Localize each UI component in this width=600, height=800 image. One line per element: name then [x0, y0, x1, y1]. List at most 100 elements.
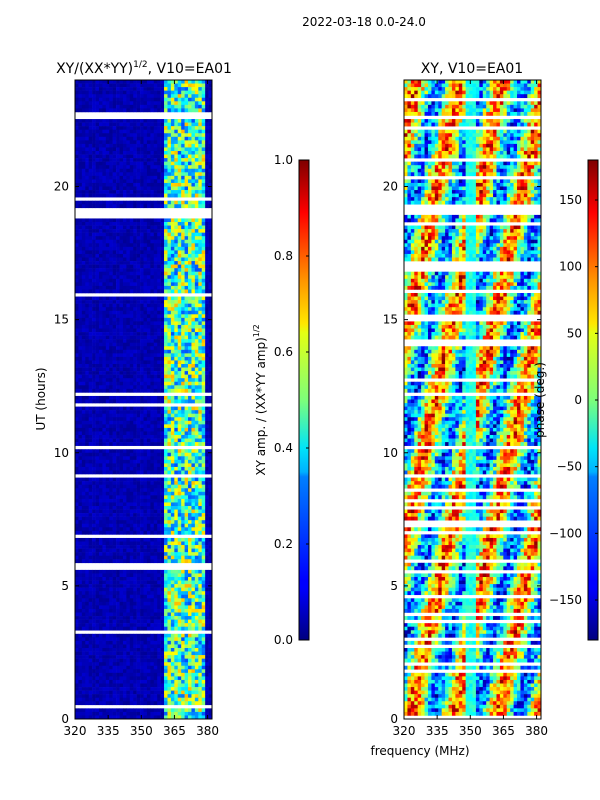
heatmap-cell [122, 420, 127, 425]
heatmap-cell [164, 186, 168, 191]
heatmap-cell [198, 395, 203, 400]
heatmap-cell [167, 136, 172, 141]
heatmap-cell [136, 491, 141, 496]
heatmap-cell [174, 491, 179, 496]
heatmap-cell [146, 104, 151, 109]
heatmap-cell [98, 222, 103, 226]
heatmap-cell [174, 459, 179, 464]
heatmap-cell [143, 470, 148, 475]
heatmap-cell [126, 200, 131, 205]
heatmap-cell [85, 413, 89, 418]
heatmap-cell [160, 119, 165, 123]
heatmap-cell [205, 456, 209, 461]
heatmap-cell [81, 175, 86, 180]
heatmap-cell [164, 449, 168, 454]
heatmap-cell [205, 406, 209, 411]
heatmap-cell [191, 449, 196, 454]
heatmap-cell [150, 491, 155, 496]
heatmap-cell [122, 133, 127, 138]
heatmap-cell [92, 239, 96, 244]
heatmap-cell [92, 229, 96, 233]
heatmap-cell [119, 126, 124, 130]
heatmap-cell [75, 328, 79, 333]
heatmap-cell [208, 83, 213, 88]
heatmap-cell [188, 374, 192, 379]
heatmap-cell [188, 420, 192, 425]
heatmap-cell [177, 495, 182, 500]
heatmap-cell [208, 555, 213, 560]
heatmap-cell [140, 204, 144, 209]
heatmap-cell [153, 488, 158, 493]
heatmap-cell [136, 328, 141, 333]
heatmap-cell [98, 356, 103, 361]
heatmap-cell [75, 339, 79, 343]
heatmap-cell [112, 261, 117, 265]
heatmap-cell [205, 204, 209, 209]
heatmap-cell [81, 126, 86, 130]
heatmap-cell [136, 143, 141, 148]
heatmap-cell [98, 367, 103, 372]
heatmap-cell [88, 381, 93, 386]
heatmap-cell [122, 236, 127, 241]
heatmap-cell [98, 218, 103, 223]
heatmap-cell [201, 104, 206, 109]
heatmap-cell [198, 136, 203, 141]
heatmap-cell [102, 268, 107, 272]
heatmap-cell [170, 140, 175, 145]
heatmap-cell [191, 385, 196, 390]
heatmap-cell [160, 222, 165, 226]
heatmap-cell [105, 108, 110, 113]
heatmap-cell [194, 367, 199, 372]
heatmap-cell [170, 243, 175, 248]
heatmap-cell [153, 303, 158, 308]
heatmap-cell [75, 94, 79, 99]
heatmap-cell [194, 442, 199, 446]
heatmap-cell [164, 484, 168, 489]
heatmap-cell [160, 335, 165, 340]
heatmap-cell [198, 502, 203, 507]
heatmap-cell [140, 360, 144, 365]
heatmap-cell [205, 388, 209, 393]
heatmap-cell [116, 300, 120, 304]
heatmap-cell [122, 569, 127, 574]
heatmap-cell [174, 502, 179, 507]
heatmap-cell [75, 182, 79, 187]
heatmap-cell [88, 559, 93, 564]
heatmap-cell [184, 303, 189, 308]
heatmap-cell [119, 222, 124, 226]
heatmap-cell [102, 239, 107, 244]
heatmap-cell [119, 548, 124, 553]
heatmap-cell [174, 225, 179, 230]
heatmap-cell [157, 438, 161, 443]
heatmap-cell [184, 243, 189, 248]
heatmap-cell [98, 523, 103, 528]
heatmap-cell [191, 335, 196, 340]
heatmap-cell [136, 395, 141, 400]
heatmap-cell [119, 371, 124, 375]
heatmap-cell [164, 261, 168, 265]
heatmap-cell [95, 569, 100, 574]
heatmap-cell [112, 303, 117, 308]
heatmap-cell [170, 275, 175, 280]
heatmap-cell [119, 122, 124, 127]
heatmap-cell [116, 317, 120, 322]
heatmap-cell [102, 537, 107, 542]
heatmap-cell [78, 438, 83, 443]
heatmap-cell [181, 406, 185, 411]
heatmap-cell [136, 484, 141, 489]
heatmap-cell [157, 552, 161, 556]
heatmap-cell [201, 307, 206, 312]
heatmap-cell [157, 498, 161, 503]
heatmap-cell [122, 381, 127, 386]
heatmap-cell [140, 154, 144, 159]
heatmap-cell [78, 275, 83, 280]
heatmap-cell [102, 232, 107, 237]
heatmap-cell [177, 335, 182, 340]
heatmap-cell [174, 509, 179, 514]
heatmap-cell [136, 509, 141, 514]
heatmap-cell [208, 154, 213, 159]
heatmap-cell [177, 151, 182, 155]
heatmap-cell [92, 555, 96, 560]
heatmap-cell [177, 83, 182, 88]
heatmap-cell [78, 388, 83, 393]
